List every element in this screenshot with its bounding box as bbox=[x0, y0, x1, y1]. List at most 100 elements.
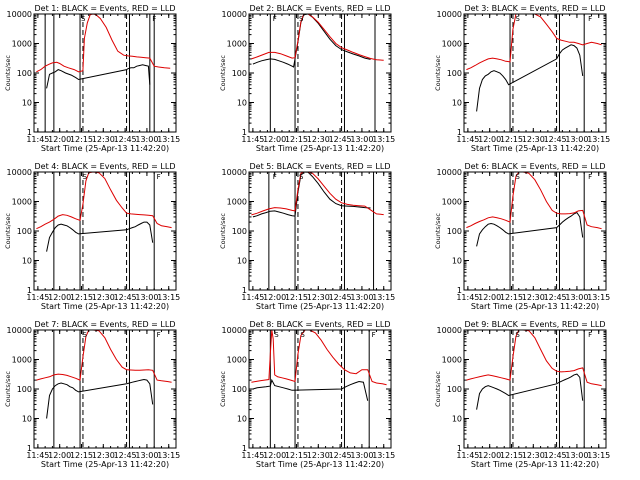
x-tick-label: 12:00 bbox=[263, 135, 286, 144]
x-tick-label: 12:45 bbox=[544, 135, 567, 144]
y-axis-label: Counts/sec bbox=[219, 371, 227, 407]
y-tick-label: 10000 bbox=[222, 326, 247, 335]
y-tick-label: 10000 bbox=[222, 168, 247, 177]
x-tick-label: 12:30 bbox=[307, 451, 330, 460]
flag-label: F bbox=[588, 331, 592, 339]
x-tick-label: 13:15 bbox=[157, 135, 180, 144]
flag-label: S bbox=[299, 15, 304, 23]
x-tick-label: 12:45 bbox=[114, 451, 137, 460]
series-events-line bbox=[476, 211, 584, 247]
series-events-line bbox=[46, 221, 154, 252]
flag-label: S bbox=[515, 15, 520, 23]
x-axis-label: Start Time (25-Apr-13 11:42:20) bbox=[471, 144, 599, 153]
y-tick-label: 10000 bbox=[437, 326, 462, 335]
y-axis-label: Counts/sec bbox=[434, 55, 442, 91]
x-tick-label: 12:15 bbox=[70, 451, 93, 460]
panel-title: Det 3: BLACK = Events, RED = LLD bbox=[465, 4, 606, 13]
y-tick-label: 1 bbox=[457, 286, 462, 295]
x-tick-label: 12:15 bbox=[285, 135, 308, 144]
y-tick-label: 1 bbox=[457, 128, 462, 137]
flag-label: F bbox=[157, 173, 161, 181]
panel-title: Det 2: BLACK = Events, RED = LLD bbox=[250, 4, 391, 13]
series-events-line bbox=[476, 373, 584, 410]
y-tick-label: 1000 bbox=[442, 40, 462, 49]
x-tick-label: 12:00 bbox=[263, 451, 286, 460]
x-tick-label: 12:15 bbox=[285, 293, 308, 302]
x-tick-label: 11:45 bbox=[456, 451, 479, 460]
x-axis-label: Start Time (25-Apr-13 11:42:20) bbox=[41, 460, 169, 469]
x-tick-label: 12:45 bbox=[114, 135, 137, 144]
x-axis-label: Start Time (25-Apr-13 11:42:20) bbox=[256, 302, 384, 311]
y-tick-label: 100 bbox=[447, 69, 462, 78]
x-tick-label: 12:00 bbox=[478, 451, 501, 460]
x-tick-label: 13:00 bbox=[135, 135, 158, 144]
x-tick-label: 12:30 bbox=[92, 451, 115, 460]
series-lld-line bbox=[36, 172, 172, 230]
y-tick-label: 1000 bbox=[12, 356, 32, 365]
flag-label: F bbox=[372, 331, 376, 339]
series-lld-line bbox=[466, 14, 602, 71]
y-tick-label: 1 bbox=[242, 286, 247, 295]
x-tick-label: 11:45 bbox=[26, 451, 49, 460]
y-tick-label: 1000 bbox=[12, 40, 32, 49]
x-tick-label: 12:45 bbox=[114, 293, 137, 302]
y-tick-label: 1000 bbox=[227, 40, 247, 49]
detector-panel-8: Det 8: BLACK = Events, RED = LLD S S F 1 10 10… bbox=[219, 320, 395, 469]
x-tick-label: 13:00 bbox=[350, 293, 373, 302]
flag-label: S bbox=[82, 173, 87, 181]
y-tick-label: 10 bbox=[22, 415, 32, 424]
x-axis-label: Start Time (25-Apr-13 11:42:20) bbox=[41, 144, 169, 153]
y-axis-label: Counts/sec bbox=[219, 55, 227, 91]
panel-title: Det 7: BLACK = Events, RED = LLD bbox=[35, 320, 176, 329]
series-lld-line bbox=[251, 330, 387, 386]
x-tick-label: 13:15 bbox=[157, 293, 180, 302]
flag-label: S bbox=[81, 15, 86, 23]
y-tick-label: 100 bbox=[232, 227, 247, 236]
y-tick-label: 100 bbox=[17, 69, 32, 78]
y-tick-label: 10 bbox=[452, 99, 462, 108]
y-axis-label: Counts/sec bbox=[434, 213, 442, 249]
detector-panel-2: Det 2: BLACK = Events, RED = LLD F S 1 10 100… bbox=[219, 4, 395, 153]
y-tick-label: 1 bbox=[242, 128, 247, 137]
x-axis-label: Start Time (25-Apr-13 11:42:20) bbox=[41, 302, 169, 311]
y-tick-label: 10 bbox=[22, 99, 32, 108]
flag-label: F bbox=[588, 173, 592, 181]
x-tick-label: 13:00 bbox=[135, 451, 158, 460]
y-axis-label: Counts/sec bbox=[4, 371, 12, 407]
x-tick-label: 13:15 bbox=[372, 293, 395, 302]
y-tick-label: 1000 bbox=[227, 198, 247, 207]
series-lld-line bbox=[251, 172, 384, 216]
series-lld-line bbox=[36, 330, 172, 383]
x-tick-label: 12:45 bbox=[544, 293, 567, 302]
x-tick-label: 11:45 bbox=[456, 135, 479, 144]
series-events-line bbox=[252, 378, 369, 401]
x-tick-label: 13:15 bbox=[587, 451, 610, 460]
y-tick-label: 1 bbox=[457, 444, 462, 453]
panel-title: Det 6: BLACK = Events, RED = LLD bbox=[465, 162, 606, 171]
x-tick-label: 11:45 bbox=[456, 293, 479, 302]
detector-panel-9: Det 9: BLACK = Events, RED = LLD S F 1 10 100… bbox=[434, 320, 610, 469]
panel-title: Det 1: BLACK = Events, RED = LLD bbox=[35, 4, 176, 13]
x-tick-label: 12:30 bbox=[92, 293, 115, 302]
y-axis-label: Counts/sec bbox=[4, 213, 12, 249]
y-tick-label: 10 bbox=[452, 415, 462, 424]
x-tick-label: 11:45 bbox=[26, 293, 49, 302]
detector-panel-6: Det 6: BLACK = Events, RED = LLD S F 1 10 100… bbox=[434, 162, 610, 311]
x-tick-label: 12:30 bbox=[522, 293, 545, 302]
x-tick-label: 12:00 bbox=[478, 293, 501, 302]
flag-label: F bbox=[157, 331, 161, 339]
x-tick-label: 12:15 bbox=[70, 135, 93, 144]
panel-title: Det 8: BLACK = Events, RED = LLD bbox=[250, 320, 391, 329]
x-axis-label: Start Time (25-Apr-13 11:42:20) bbox=[471, 302, 599, 311]
x-tick-label: 12:45 bbox=[329, 293, 352, 302]
x-tick-label: 13:00 bbox=[565, 293, 588, 302]
y-tick-label: 100 bbox=[232, 385, 247, 394]
x-tick-label: 12:30 bbox=[522, 451, 545, 460]
flag-label: S bbox=[274, 331, 279, 339]
y-tick-label: 1000 bbox=[442, 198, 462, 207]
flag-label: S bbox=[299, 173, 304, 181]
y-tick-label: 1000 bbox=[12, 198, 32, 207]
y-tick-label: 10000 bbox=[437, 10, 462, 19]
